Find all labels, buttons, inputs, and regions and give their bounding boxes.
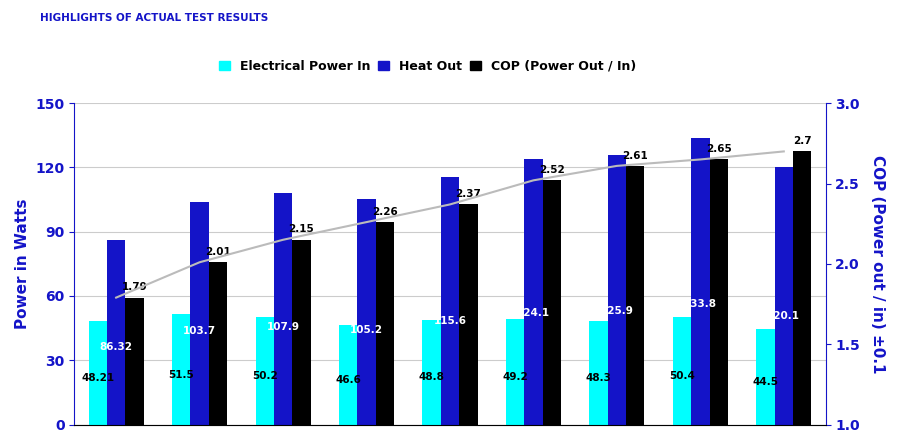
- Text: 48.21: 48.21: [81, 373, 114, 383]
- Y-axis label: Power in Watts: Power in Watts: [15, 198, 30, 329]
- Text: 86.32: 86.32: [100, 342, 132, 352]
- Text: 107.9: 107.9: [266, 323, 300, 332]
- Y-axis label: COP (Power out / in) ±0.1: COP (Power out / in) ±0.1: [870, 155, 885, 373]
- Bar: [608, 155, 626, 425]
- Bar: [422, 320, 441, 425]
- Bar: [673, 317, 691, 425]
- Text: 105.2: 105.2: [350, 325, 383, 335]
- Text: HIGHLIGHTS OF ACTUAL TEST RESULTS: HIGHLIGHTS OF ACTUAL TEST RESULTS: [40, 13, 269, 23]
- Text: 2.7: 2.7: [793, 136, 812, 146]
- Text: 2.61: 2.61: [623, 151, 648, 160]
- Text: 120.1: 120.1: [768, 311, 800, 322]
- Bar: [172, 314, 191, 425]
- Bar: [107, 240, 125, 425]
- Text: 48.3: 48.3: [586, 373, 611, 383]
- Bar: [524, 159, 543, 425]
- Bar: [756, 329, 775, 425]
- Text: 2.52: 2.52: [539, 165, 564, 175]
- Bar: [292, 240, 310, 425]
- Text: 50.2: 50.2: [252, 371, 277, 381]
- Text: 103.7: 103.7: [183, 326, 216, 336]
- Text: 1.79: 1.79: [122, 282, 148, 292]
- Bar: [543, 181, 561, 425]
- Text: 48.8: 48.8: [418, 372, 445, 383]
- Bar: [626, 166, 644, 425]
- Bar: [209, 262, 227, 425]
- Bar: [339, 325, 357, 425]
- Text: 2.65: 2.65: [706, 144, 732, 154]
- Bar: [506, 319, 524, 425]
- Text: 44.5: 44.5: [752, 377, 778, 387]
- Text: 51.5: 51.5: [168, 370, 194, 380]
- Text: 2.15: 2.15: [289, 224, 314, 234]
- Bar: [191, 202, 209, 425]
- Bar: [125, 297, 144, 425]
- Bar: [375, 222, 394, 425]
- Bar: [88, 321, 107, 425]
- Bar: [793, 151, 811, 425]
- Text: 2.37: 2.37: [455, 189, 482, 199]
- Bar: [441, 177, 459, 425]
- Text: 115.6: 115.6: [434, 315, 466, 326]
- Bar: [256, 317, 274, 425]
- Bar: [709, 159, 728, 425]
- Bar: [357, 199, 375, 425]
- Legend: Electrical Power In, Heat Out, COP (Power Out / In): Electrical Power In, Heat Out, COP (Powe…: [213, 55, 641, 78]
- Bar: [590, 321, 608, 425]
- Text: 46.6: 46.6: [335, 375, 361, 384]
- Bar: [691, 138, 709, 425]
- Bar: [274, 194, 292, 425]
- Text: 2.26: 2.26: [372, 207, 398, 217]
- Text: 124.1: 124.1: [517, 308, 550, 318]
- Bar: [775, 167, 793, 425]
- Text: 133.8: 133.8: [684, 299, 716, 309]
- Text: 49.2: 49.2: [502, 372, 528, 382]
- Text: 125.9: 125.9: [600, 306, 634, 316]
- Bar: [459, 204, 478, 425]
- Text: 2.01: 2.01: [205, 247, 230, 257]
- Text: 50.4: 50.4: [669, 371, 695, 381]
